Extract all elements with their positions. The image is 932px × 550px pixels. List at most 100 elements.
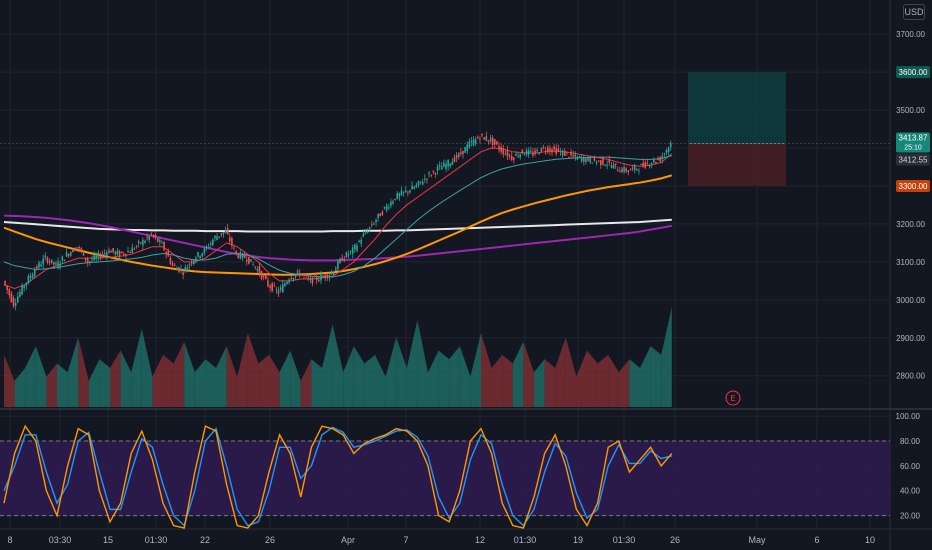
volume-segment — [502, 354, 513, 407]
candle-body — [347, 254, 350, 256]
candle-body — [114, 251, 117, 255]
last-price-tag: 3413.87 — [899, 133, 928, 142]
volume-segment — [364, 354, 375, 407]
candle-body — [330, 273, 333, 275]
candle-body — [519, 154, 522, 158]
candle-body — [256, 269, 259, 271]
candle-body — [40, 264, 42, 267]
candle-body — [169, 257, 172, 264]
candle-body — [245, 259, 248, 262]
ma-sma-line — [3, 218, 672, 233]
candle-body — [457, 153, 460, 157]
candle-body — [150, 233, 153, 235]
candle-body — [74, 248, 76, 252]
candle-body — [510, 155, 513, 161]
stop-price-tag: 3300.00 — [899, 182, 928, 191]
volume-segment — [279, 350, 291, 407]
candle-body — [557, 148, 560, 152]
target-price-tag: 3600.00 — [899, 68, 928, 77]
candle-body — [493, 139, 496, 145]
candle-body — [489, 138, 492, 142]
candle-body — [42, 258, 45, 265]
candle-body — [161, 242, 163, 244]
candle-body — [27, 275, 30, 284]
volume-segment — [576, 350, 587, 407]
candle-body — [496, 141, 498, 145]
volume-segment — [428, 350, 439, 407]
candle-body — [21, 285, 23, 295]
volume-segment — [661, 307, 672, 407]
candle-body — [277, 290, 280, 294]
profit-zone — [688, 72, 786, 144]
candle-body — [532, 152, 534, 156]
candle-body — [608, 159, 611, 163]
candle-body — [326, 274, 329, 279]
y-tick-label: 2800.00 — [896, 372, 925, 381]
candle-body — [50, 259, 53, 263]
candle-body — [241, 253, 244, 258]
candle-body — [460, 152, 462, 154]
candle-body — [502, 148, 505, 155]
candle-body — [561, 150, 564, 156]
candle-body — [546, 147, 549, 153]
candle-body — [415, 184, 418, 188]
candle-body — [366, 232, 369, 234]
long-position-tool[interactable] — [0, 72, 890, 186]
candle-body — [354, 244, 356, 250]
candle-body — [250, 259, 252, 262]
candle-body — [135, 245, 138, 247]
volume-segment — [438, 350, 450, 407]
ma-teal-line — [3, 155, 672, 278]
volume-segment — [25, 346, 36, 407]
candle-body — [362, 233, 365, 237]
candle-body — [436, 166, 439, 171]
candle-body — [625, 168, 628, 172]
volume-segment — [67, 337, 79, 407]
candle-body — [76, 247, 78, 249]
candle-body — [254, 266, 257, 268]
candle-body — [72, 249, 74, 253]
candle-body — [396, 193, 399, 199]
candle-body — [248, 257, 250, 264]
candle-body — [551, 149, 553, 153]
candle-body — [447, 160, 449, 167]
candle-body — [667, 147, 670, 153]
candle-body — [156, 238, 159, 242]
volume-segment — [152, 354, 163, 407]
currency-badge[interactable]: USD — [903, 4, 925, 20]
candle-body — [118, 251, 121, 257]
candle-body — [186, 267, 189, 272]
volume-segment — [46, 363, 57, 407]
candle-body — [633, 165, 636, 171]
candle-body — [466, 144, 469, 152]
candle-body — [305, 274, 307, 276]
candle-body — [553, 146, 555, 150]
candle-body — [23, 285, 25, 289]
candle-body — [377, 213, 379, 218]
candle-body — [390, 201, 392, 206]
candle-body — [89, 261, 91, 263]
ma-orange-line — [3, 174, 673, 276]
candle-body — [636, 168, 638, 170]
candle-body — [530, 151, 532, 153]
candle-body — [95, 255, 98, 259]
candle-body — [127, 250, 129, 253]
candle-body — [80, 248, 83, 252]
candle-body — [122, 253, 125, 255]
candle-body — [479, 138, 481, 140]
candle-body — [216, 236, 218, 240]
candle-body — [589, 157, 591, 163]
volume-segment — [375, 354, 386, 407]
candle-body — [349, 250, 352, 252]
candle-body — [587, 156, 589, 161]
candle-body — [358, 240, 360, 242]
candle-body — [525, 150, 528, 155]
candle-body — [218, 236, 220, 238]
candle-body — [402, 191, 405, 193]
x-tick-label: 01:30 — [613, 535, 636, 545]
candle-body — [449, 163, 452, 167]
y-tick-label: 3000.00 — [896, 296, 925, 305]
candle-body — [57, 261, 59, 269]
candle-body — [12, 297, 15, 306]
